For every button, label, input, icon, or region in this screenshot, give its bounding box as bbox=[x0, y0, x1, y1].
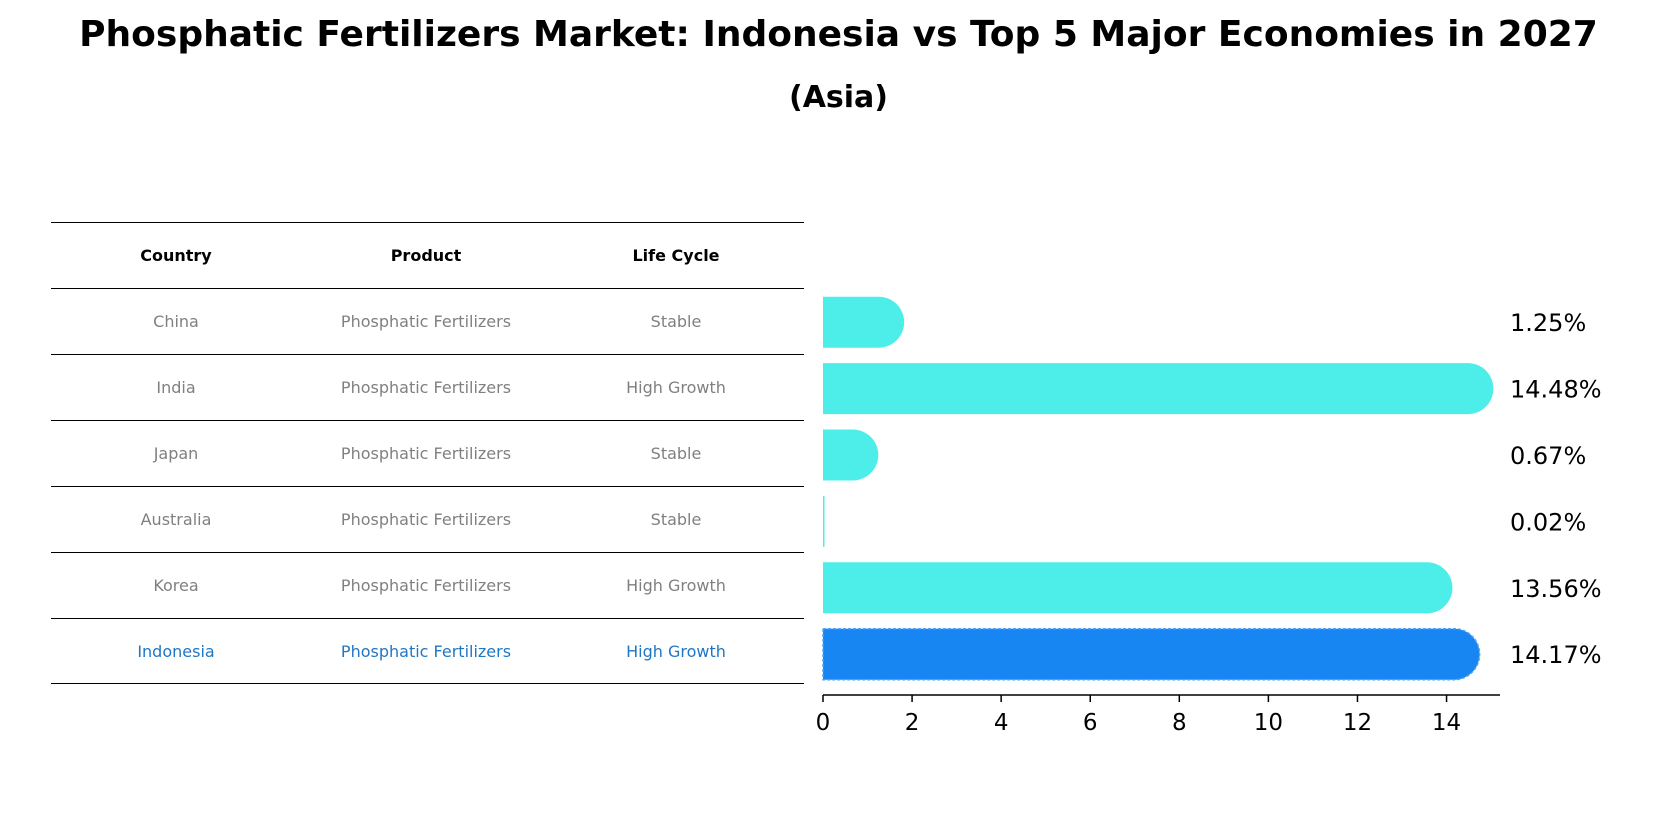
table-header-row: Country Product Life Cycle bbox=[51, 222, 804, 288]
country-cell: Korea bbox=[153, 576, 199, 595]
value-label: 0.67% bbox=[1510, 442, 1586, 470]
bar-korea bbox=[823, 562, 1453, 614]
life-cycle-cell: Stable bbox=[650, 444, 702, 463]
value-label: 1.25% bbox=[1510, 309, 1586, 337]
x-tick-label: 12 bbox=[1343, 710, 1372, 736]
header-life-cycle: Life Cycle bbox=[632, 246, 720, 265]
product-cell: Phosphatic Fertilizers bbox=[340, 510, 512, 529]
product-cell: Phosphatic Fertilizers bbox=[340, 576, 512, 595]
bar-indonesia bbox=[822, 627, 1481, 681]
x-tick-label: 14 bbox=[1432, 710, 1461, 736]
life-cycle-cell: High Growth bbox=[626, 378, 726, 397]
x-tick-label: 8 bbox=[1172, 710, 1187, 736]
x-tick-label: 10 bbox=[1254, 710, 1283, 736]
table-row-highlighted: Indonesia Phosphatic Fertilizers High Gr… bbox=[51, 618, 804, 684]
country-cell: Japan bbox=[153, 444, 199, 463]
country-cell: China bbox=[153, 312, 199, 331]
product-cell: Phosphatic Fertilizers bbox=[340, 444, 512, 463]
value-label: 0.02% bbox=[1510, 508, 1586, 536]
life-cycle-cell: Stable bbox=[650, 510, 702, 529]
life-cycle-cell: Stable bbox=[650, 312, 702, 331]
table-row: Japan Phosphatic Fertilizers Stable bbox=[51, 420, 804, 486]
country-table: Country Product Life Cycle China Phospha… bbox=[51, 222, 804, 684]
value-label: 13.56% bbox=[1510, 575, 1602, 603]
bar-australia bbox=[823, 495, 825, 547]
table-row: China Phosphatic Fertilizers Stable bbox=[51, 288, 804, 354]
x-tick-label: 2 bbox=[905, 710, 920, 736]
bar-japan bbox=[823, 429, 879, 481]
chart-title: Phosphatic Fertilizers Market: Indonesia… bbox=[79, 14, 1598, 55]
country-cell: Indonesia bbox=[137, 641, 215, 661]
table-row: India Phosphatic Fertilizers High Growth bbox=[51, 354, 804, 420]
product-cell: Phosphatic Fertilizers bbox=[340, 641, 512, 661]
product-cell: Phosphatic Fertilizers bbox=[340, 312, 512, 331]
x-tick-label: 4 bbox=[994, 710, 1009, 736]
life-cycle-cell: High Growth bbox=[626, 576, 726, 595]
life-cycle-cell: High Growth bbox=[626, 641, 726, 661]
bar-china bbox=[823, 296, 905, 348]
x-tick-label: 6 bbox=[1083, 710, 1098, 736]
value-label: 14.17% bbox=[1510, 641, 1602, 669]
product-cell: Phosphatic Fertilizers bbox=[340, 378, 512, 397]
country-cell: Australia bbox=[140, 510, 212, 529]
chart-subtitle: (Asia) bbox=[788, 80, 889, 115]
table-row: Australia Phosphatic Fertilizers Stable bbox=[51, 486, 804, 552]
header-product: Product bbox=[390, 246, 462, 265]
country-cell: India bbox=[156, 378, 196, 397]
header-country: Country bbox=[140, 246, 212, 265]
x-tick-label: 0 bbox=[816, 710, 831, 736]
table-row: Korea Phosphatic Fertilizers High Growth bbox=[51, 552, 804, 618]
bar-india bbox=[823, 363, 1494, 415]
value-label: 14.48% bbox=[1510, 376, 1602, 404]
